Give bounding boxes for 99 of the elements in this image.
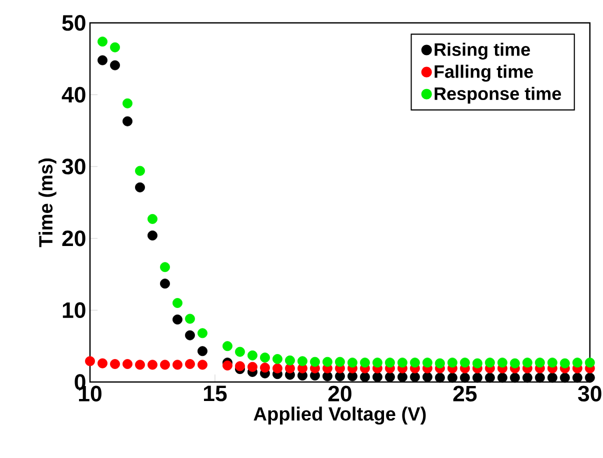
point bbox=[172, 314, 182, 325]
point bbox=[110, 60, 120, 70]
point bbox=[222, 360, 232, 370]
point bbox=[397, 358, 408, 368]
point bbox=[534, 358, 545, 368]
point bbox=[410, 358, 420, 368]
point bbox=[560, 372, 570, 383]
point bbox=[260, 362, 270, 373]
point bbox=[247, 350, 258, 360]
point bbox=[460, 358, 470, 368]
point bbox=[184, 359, 195, 370]
point bbox=[184, 330, 195, 340]
point bbox=[184, 314, 195, 324]
point bbox=[160, 262, 170, 272]
point bbox=[522, 358, 532, 368]
y-tick-label: 10 bbox=[62, 302, 86, 318]
point bbox=[122, 359, 132, 370]
x-tick-label: 30 bbox=[578, 386, 602, 402]
point bbox=[584, 372, 595, 383]
point bbox=[135, 166, 145, 176]
point bbox=[197, 346, 208, 356]
point bbox=[547, 358, 558, 368]
point bbox=[384, 372, 395, 382]
point bbox=[234, 361, 245, 372]
point bbox=[260, 352, 270, 363]
point bbox=[572, 372, 582, 383]
point bbox=[197, 360, 208, 370]
point bbox=[322, 371, 332, 382]
y-tick-label: 30 bbox=[62, 158, 86, 174]
point bbox=[334, 371, 345, 382]
point bbox=[560, 358, 570, 368]
point bbox=[148, 214, 158, 224]
point bbox=[98, 358, 108, 368]
x-axis-title: Applied Voltage (V) bbox=[254, 406, 426, 425]
point bbox=[347, 358, 358, 368]
point bbox=[85, 356, 95, 366]
point bbox=[397, 372, 408, 382]
x-tick-label: 20 bbox=[328, 386, 352, 402]
point bbox=[510, 358, 520, 368]
point bbox=[310, 356, 320, 367]
legend-label: Response time bbox=[434, 86, 562, 104]
y-tick-label: 20 bbox=[62, 230, 86, 246]
point bbox=[234, 346, 245, 357]
point bbox=[547, 372, 558, 383]
point bbox=[460, 372, 470, 383]
point bbox=[410, 372, 420, 382]
point bbox=[447, 358, 458, 368]
point bbox=[135, 360, 145, 370]
y-tick-label: 50 bbox=[62, 15, 86, 31]
point bbox=[98, 36, 108, 47]
point bbox=[272, 354, 282, 364]
point bbox=[272, 363, 282, 374]
point bbox=[160, 278, 170, 289]
point bbox=[122, 116, 132, 126]
point bbox=[447, 372, 458, 383]
point bbox=[98, 55, 108, 66]
point bbox=[197, 328, 208, 338]
point bbox=[422, 358, 432, 368]
y-axis-title: Time (ms) bbox=[38, 158, 56, 248]
point bbox=[172, 298, 182, 308]
point bbox=[347, 371, 358, 382]
point bbox=[497, 372, 508, 383]
point bbox=[510, 372, 520, 383]
point bbox=[110, 359, 120, 370]
point bbox=[148, 230, 158, 240]
legend-label: Falling time bbox=[434, 64, 533, 82]
x-tick-label: 25 bbox=[453, 386, 477, 402]
point bbox=[148, 360, 158, 370]
point bbox=[284, 355, 295, 366]
point bbox=[572, 358, 582, 368]
point bbox=[110, 42, 120, 52]
point bbox=[584, 358, 595, 368]
point bbox=[360, 372, 370, 382]
point bbox=[172, 360, 182, 370]
point bbox=[322, 356, 332, 367]
point bbox=[122, 98, 132, 108]
point bbox=[472, 358, 482, 368]
point bbox=[434, 372, 445, 383]
y-tick-label: 40 bbox=[62, 86, 86, 103]
point bbox=[135, 182, 145, 192]
point bbox=[334, 356, 345, 367]
point bbox=[484, 358, 495, 368]
point bbox=[472, 372, 482, 383]
point bbox=[297, 356, 308, 366]
legend-label: Rising time bbox=[434, 42, 530, 60]
point bbox=[434, 358, 445, 368]
x-tick-label: 15 bbox=[204, 386, 227, 402]
point bbox=[360, 358, 370, 368]
point bbox=[384, 358, 395, 368]
point bbox=[484, 372, 495, 383]
point bbox=[372, 358, 382, 368]
point bbox=[534, 372, 545, 383]
point bbox=[422, 372, 432, 382]
point bbox=[522, 372, 532, 383]
point bbox=[372, 372, 382, 382]
point bbox=[222, 341, 232, 352]
point bbox=[497, 358, 508, 368]
point bbox=[247, 362, 258, 372]
point bbox=[160, 360, 170, 370]
